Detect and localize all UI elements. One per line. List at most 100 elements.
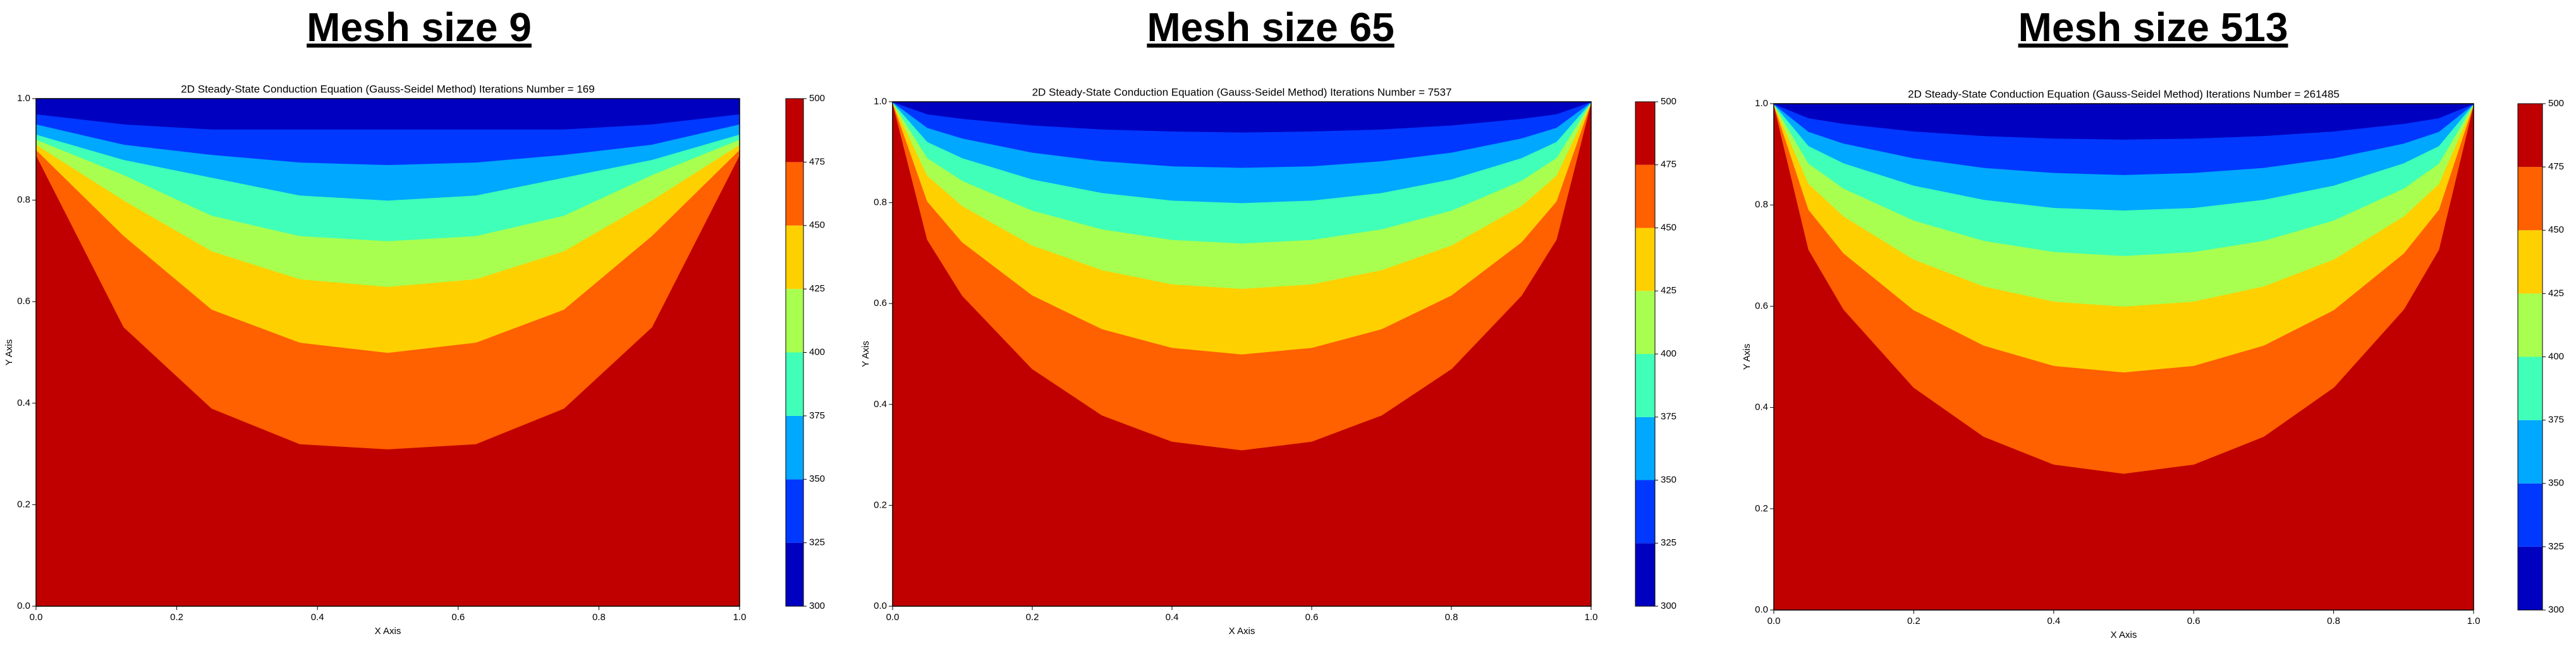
y-tick-label: 0.0 bbox=[17, 601, 30, 611]
colorbar-tick-label: 300 bbox=[1661, 601, 1676, 611]
x-axis-label: X Axis bbox=[1229, 626, 1255, 637]
plot-frame bbox=[1773, 103, 2474, 611]
heading: Mesh size 65 bbox=[1147, 4, 1394, 50]
plot-title: 2D Steady-State Conduction Equation (Gau… bbox=[1908, 88, 2340, 100]
colorbar-band bbox=[2518, 483, 2542, 547]
contour-line bbox=[893, 102, 1591, 290]
x-axis-label: X Axis bbox=[2111, 630, 2137, 640]
x-tick-label: 0.4 bbox=[1166, 612, 1179, 623]
heading: Mesh size 513 bbox=[2018, 4, 2288, 50]
x-tick-label: 0.2 bbox=[170, 612, 183, 623]
contour-line bbox=[1774, 104, 2474, 474]
contour-line bbox=[1774, 104, 2474, 140]
contour-line bbox=[893, 102, 1591, 204]
y-tick-label: 0.0 bbox=[1755, 604, 1768, 615]
colorbar-band bbox=[1635, 228, 1655, 291]
x-tick-label: 0.6 bbox=[1305, 612, 1319, 623]
contour-line bbox=[36, 149, 740, 353]
x-tick-label: 0.4 bbox=[2047, 616, 2060, 626]
y-axis-label: Y Axis bbox=[1742, 344, 1752, 370]
contour-line bbox=[36, 133, 740, 201]
colorbar-band bbox=[786, 162, 803, 226]
contour-line bbox=[36, 143, 740, 287]
contour-band bbox=[36, 99, 740, 130]
colorbar-tick-label: 425 bbox=[1661, 285, 1676, 296]
contour-line bbox=[36, 123, 740, 166]
y-tick-label: 1.0 bbox=[17, 93, 30, 104]
contour-line bbox=[1774, 104, 2474, 211]
contour-line bbox=[893, 102, 1591, 451]
colorbar-tick-label: 425 bbox=[809, 283, 825, 294]
colorbar-tick-label: 475 bbox=[1661, 159, 1676, 170]
colorbar-tick-label: 375 bbox=[1661, 412, 1676, 422]
colorbar-band bbox=[2518, 357, 2542, 420]
colorbar-band bbox=[2518, 546, 2542, 610]
x-tick-label: 0.6 bbox=[451, 612, 465, 623]
y-tick-label: 0.8 bbox=[1755, 199, 1768, 210]
colorbar-band bbox=[1635, 102, 1655, 165]
y-tick-label: 0.6 bbox=[1755, 300, 1768, 311]
y-tick-label: 0.2 bbox=[17, 499, 30, 510]
y-tick-label: 0.6 bbox=[17, 296, 30, 307]
colorbar-band bbox=[2518, 104, 2542, 168]
contour-line bbox=[893, 102, 1591, 168]
y-tick-label: 0.2 bbox=[1755, 503, 1768, 514]
colorbar-tick-label: 400 bbox=[1661, 348, 1676, 359]
x-axis-label: X Axis bbox=[375, 626, 401, 637]
y-tick-label: 0.4 bbox=[874, 399, 887, 410]
colorbar-tick-label: 400 bbox=[2548, 351, 2564, 362]
colorbar-tick-label: 425 bbox=[2548, 288, 2564, 298]
x-tick-label: 1.0 bbox=[1585, 612, 1598, 623]
plot-frame bbox=[892, 101, 1592, 607]
colorbar-band bbox=[786, 352, 803, 416]
y-tick-label: 0.6 bbox=[874, 298, 887, 308]
x-tick-label: 0.2 bbox=[1026, 612, 1039, 623]
contour-line bbox=[36, 138, 740, 241]
colorbar-tick-label: 325 bbox=[809, 537, 825, 548]
x-tick-label: 0.6 bbox=[2187, 616, 2201, 626]
colorbar-band bbox=[786, 225, 803, 290]
colorbar-tick-label: 325 bbox=[1661, 537, 1676, 548]
contour-line bbox=[1774, 104, 2474, 373]
y-tick-label: 0.4 bbox=[1755, 402, 1768, 413]
colorbar-band bbox=[786, 289, 803, 353]
y-axis-label: Y Axis bbox=[4, 339, 15, 365]
colorbar-band bbox=[2518, 293, 2542, 357]
colorbar-tick-label: 450 bbox=[1661, 222, 1676, 233]
colorbar-tick-label: 300 bbox=[809, 601, 825, 611]
contour-line bbox=[36, 154, 740, 449]
colorbar-band bbox=[1635, 480, 1655, 544]
contour-line bbox=[893, 102, 1591, 355]
x-tick-label: 0.8 bbox=[592, 612, 606, 623]
colorbar-band bbox=[786, 415, 803, 480]
colorbar-tick-label: 375 bbox=[809, 410, 825, 421]
colorbar-band bbox=[1635, 417, 1655, 480]
colorbar-band bbox=[2518, 420, 2542, 484]
colorbar-tick-label: 325 bbox=[2548, 541, 2564, 552]
colorbar-band bbox=[786, 479, 803, 543]
y-tick-label: 0.8 bbox=[17, 195, 30, 205]
colorbar-tick-label: 350 bbox=[1661, 474, 1676, 485]
plot-title: 2D Steady-State Conduction Equation (Gau… bbox=[181, 83, 594, 95]
plot-title: 2D Steady-State Conduction Equation (Gau… bbox=[1032, 86, 1452, 98]
plot-area bbox=[36, 99, 740, 606]
colorbar-band bbox=[2518, 167, 2542, 231]
colorbar-tick-label: 375 bbox=[2548, 415, 2564, 425]
x-tick-label: 0.0 bbox=[1767, 616, 1781, 626]
x-tick-label: 0.8 bbox=[2327, 616, 2340, 626]
colorbar-tick-label: 450 bbox=[809, 220, 825, 231]
y-axis-label: Y Axis bbox=[860, 341, 871, 367]
x-tick-label: 0.2 bbox=[1907, 616, 1920, 626]
x-tick-label: 0.0 bbox=[30, 612, 43, 623]
colorbar-tick-label: 475 bbox=[809, 156, 825, 167]
colorbar-band bbox=[786, 542, 803, 606]
colorbar-band bbox=[1635, 543, 1655, 606]
colorbar-tick-label: 500 bbox=[1661, 96, 1676, 107]
colorbar-band bbox=[1635, 354, 1655, 417]
contour-line bbox=[1774, 104, 2474, 175]
colorbar-tick-label: 300 bbox=[2548, 604, 2564, 615]
colorbar-tick-label: 400 bbox=[809, 346, 825, 357]
contour-line bbox=[1774, 104, 2474, 307]
colorbar-tick-label: 500 bbox=[2548, 98, 2564, 109]
